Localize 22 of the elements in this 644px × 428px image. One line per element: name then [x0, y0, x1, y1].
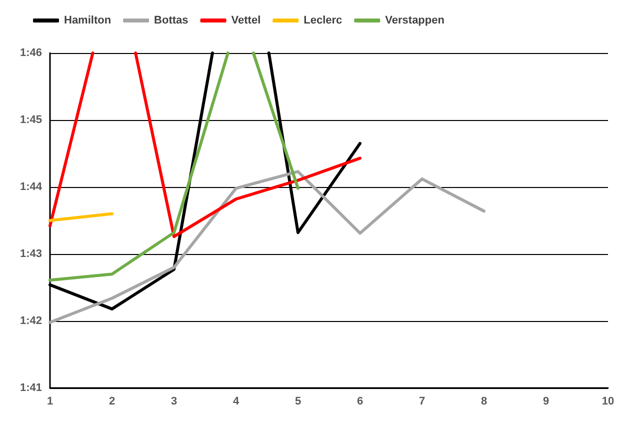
- x-tick-label: 1: [46, 396, 54, 408]
- x-tick-label: 5: [294, 396, 302, 408]
- y-tick-label: 1:43: [20, 248, 42, 260]
- x-tick-label: 8: [480, 396, 488, 408]
- x-tick-label: 7: [418, 396, 426, 408]
- x-tick-label: 3: [170, 396, 178, 408]
- legend-label: Vettel: [231, 14, 261, 26]
- x-tick-label: 2: [108, 396, 116, 408]
- x-tick-label: 6: [356, 396, 364, 408]
- y-tick-label: 1:45: [20, 114, 42, 126]
- legend-label: Leclerc: [304, 14, 342, 26]
- y-tick-label: 1:41: [20, 382, 42, 394]
- x-tick-label: 10: [602, 396, 614, 408]
- y-tick-label: 1:46: [20, 47, 42, 59]
- x-tick-label: 9: [542, 396, 550, 408]
- line-series: [48, 170, 486, 324]
- legend-label: Bottas: [154, 14, 188, 26]
- y-tick-label: 1:44: [20, 181, 43, 193]
- y-tick-label: 1:42: [20, 315, 42, 327]
- legend-label: Verstappen: [385, 14, 445, 26]
- x-tick-label: 4: [232, 396, 240, 408]
- legend-label: Hamilton: [64, 14, 112, 26]
